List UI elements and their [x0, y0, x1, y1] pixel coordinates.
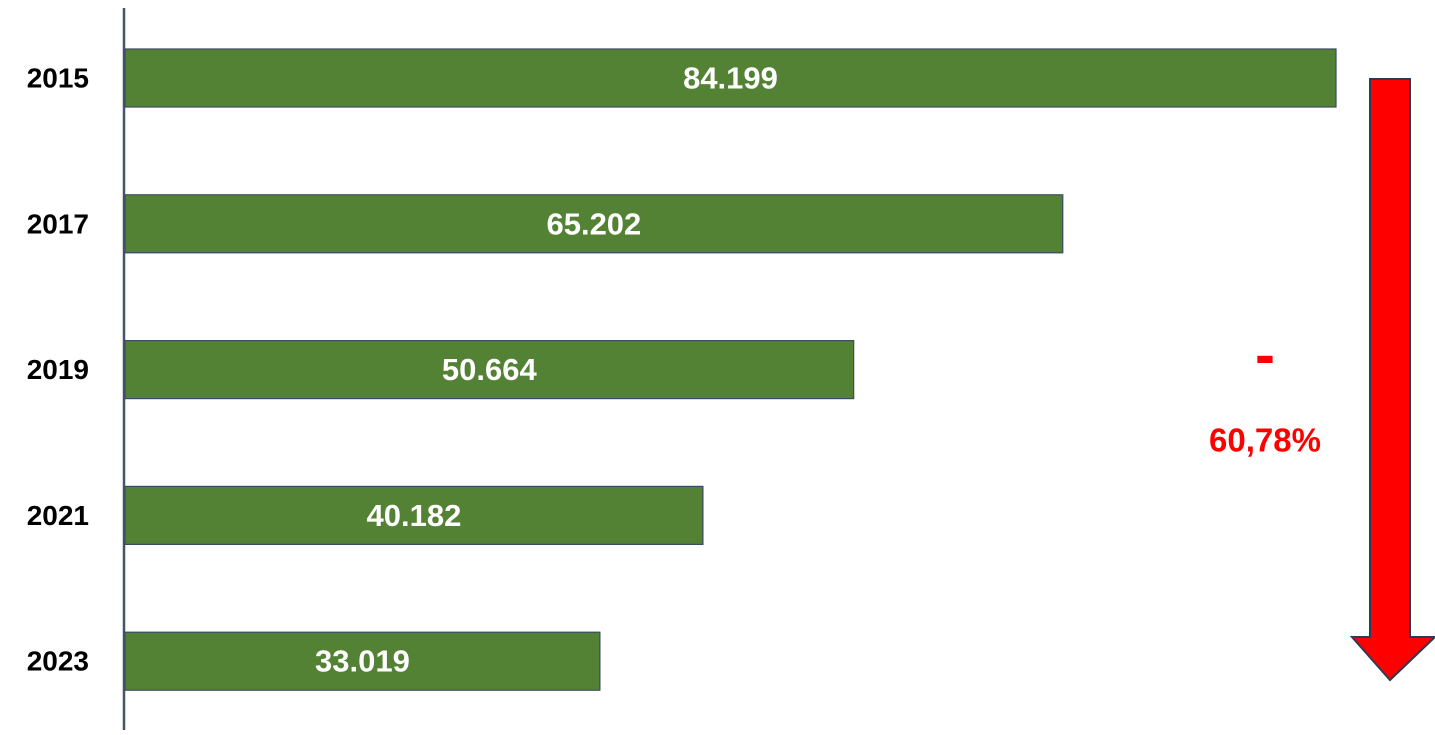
- category-label-2015: 2015: [27, 63, 89, 94]
- category-label-2017: 2017: [27, 208, 89, 239]
- bar-2021: [124, 485, 704, 545]
- value-label-2019: 50.664: [442, 352, 538, 387]
- value-label-2017: 65.202: [546, 206, 641, 241]
- bar-2019: [124, 340, 855, 400]
- category-label-2023: 2023: [27, 646, 89, 677]
- category-label-2019: 2019: [27, 354, 89, 385]
- change-annotation: - 60,78%: [1209, 78, 1435, 682]
- category-label-2021: 2021: [27, 500, 89, 531]
- value-label-2021: 40.182: [367, 498, 462, 533]
- down-arrow-icon: [1349, 78, 1435, 682]
- bar-2017: [124, 194, 1064, 254]
- bars-layer: 2015 84.199 2017 65.202 2019 50.664 2021 40.182…: [27, 48, 1337, 691]
- bar-2015: [124, 48, 1337, 108]
- annotation-minus-sign: -: [1255, 321, 1275, 388]
- bar-2023: [124, 631, 601, 691]
- value-label-2023: 33.019: [315, 644, 410, 679]
- value-label-2015: 84.199: [683, 61, 778, 96]
- annotation-percentage: 60,78%: [1209, 422, 1321, 459]
